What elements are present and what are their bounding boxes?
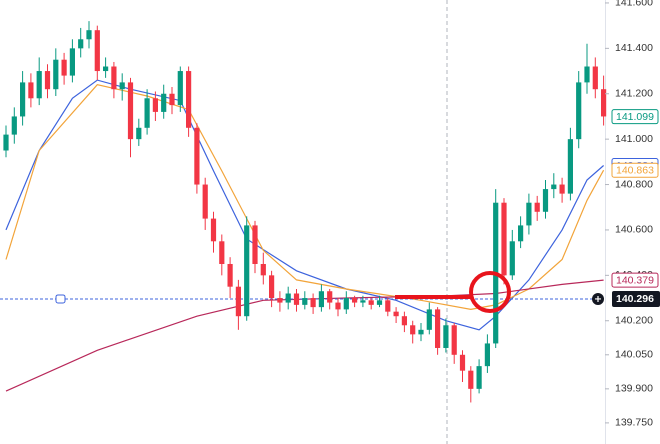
candle-body [376, 300, 383, 305]
candle-body [152, 98, 158, 112]
y-tick-label: 140.050 [615, 349, 653, 361]
candle-body [3, 134, 9, 151]
candle-body [327, 291, 333, 303]
candle-body [567, 139, 573, 194]
candle-body [484, 343, 490, 367]
candle-body [410, 325, 416, 335]
y-tick-label: 140.600 [615, 224, 653, 236]
candle-body [61, 59, 67, 76]
candle-body [293, 293, 300, 305]
candle-body [343, 298, 349, 310]
candle-body [526, 202, 532, 226]
y-tick-label: 141.200 [615, 88, 653, 100]
price-label-box [611, 162, 659, 178]
y-tick-label: 140.800 [615, 178, 653, 190]
candle-body [360, 300, 366, 303]
y-tick-label: 141.000 [615, 133, 653, 145]
candle-body [127, 82, 134, 140]
candle-body [601, 89, 607, 117]
candle-body [20, 82, 26, 117]
annotations [395, 271, 511, 313]
candle-body [161, 93, 167, 112]
candle-body [559, 184, 565, 194]
candle-body [476, 366, 482, 389]
candle-body [385, 300, 391, 312]
candle-body [459, 354, 466, 371]
plot-area [0, 21, 607, 403]
candle-body [443, 325, 449, 348]
candle-body [119, 82, 125, 90]
candle-body [393, 311, 399, 317]
candle-body [551, 184, 557, 190]
candle-body [368, 300, 374, 305]
candle-body [252, 225, 258, 264]
candle-body [186, 71, 192, 128]
candle-body [542, 189, 549, 212]
candle-body [318, 291, 324, 308]
moving-average-line [5, 79, 604, 331]
candle-body [177, 71, 183, 106]
last-price-label: 140.296 [616, 293, 654, 305]
y-tick-label: 141.400 [615, 42, 653, 54]
candle-body [202, 184, 208, 219]
candle-body [451, 325, 457, 355]
candle-body [244, 225, 250, 317]
price-line-handle [55, 294, 66, 304]
candle-body [111, 66, 117, 90]
candle-body [11, 116, 17, 135]
candle-body [534, 202, 540, 212]
candle-body [277, 298, 283, 303]
candle-body [352, 298, 358, 303]
candle-body [144, 98, 150, 128]
candle-body [219, 241, 225, 264]
candle-body [103, 66, 109, 72]
candle-body [28, 82, 34, 99]
candle-body [592, 66, 598, 90]
candle-body [509, 241, 515, 276]
candle-body [418, 329, 424, 335]
candle-body [78, 39, 84, 49]
candle-body [310, 298, 316, 308]
price-label-box [611, 272, 659, 288]
candle-body [94, 30, 100, 72]
candle-body [435, 309, 441, 348]
y-tick-label: 139.750 [615, 417, 653, 429]
price-label-box [611, 109, 659, 125]
candle-body [194, 127, 200, 185]
candle-body [335, 302, 341, 310]
last-price-box [612, 290, 660, 307]
candle-body [584, 66, 590, 83]
candle-body [235, 286, 241, 317]
y-tick-label: 141.600 [615, 0, 653, 9]
candle-body [36, 71, 42, 99]
candle-body [69, 48, 75, 76]
candle-body [518, 225, 524, 242]
candle-body [86, 30, 92, 40]
candle-body [44, 71, 51, 90]
candle-body [426, 309, 432, 330]
price-label: 140.379 [616, 274, 654, 286]
candle-body [302, 298, 308, 305]
y-tick-label: 140.200 [615, 315, 653, 327]
candle-body [285, 293, 291, 303]
candle-body [501, 202, 507, 276]
candle-body [260, 263, 266, 276]
price-label: 140.863 [616, 165, 654, 177]
price-axis: 141.600 141.400 141.200 141.000 140.800 140.6… [592, 0, 660, 429]
candle-body [468, 370, 474, 389]
candle-body [210, 218, 217, 242]
candle-body [227, 263, 233, 287]
candle-body [269, 275, 275, 299]
candle-body [53, 59, 59, 90]
annotation-circle [469, 271, 511, 313]
candle-body [576, 82, 582, 140]
y-tick-label: 139.900 [615, 383, 653, 395]
candle-body [401, 316, 407, 326]
candle-body [136, 127, 142, 140]
candle-body [169, 93, 175, 106]
add-alert-icon [595, 295, 601, 302]
price-label: 141.099 [616, 111, 654, 123]
